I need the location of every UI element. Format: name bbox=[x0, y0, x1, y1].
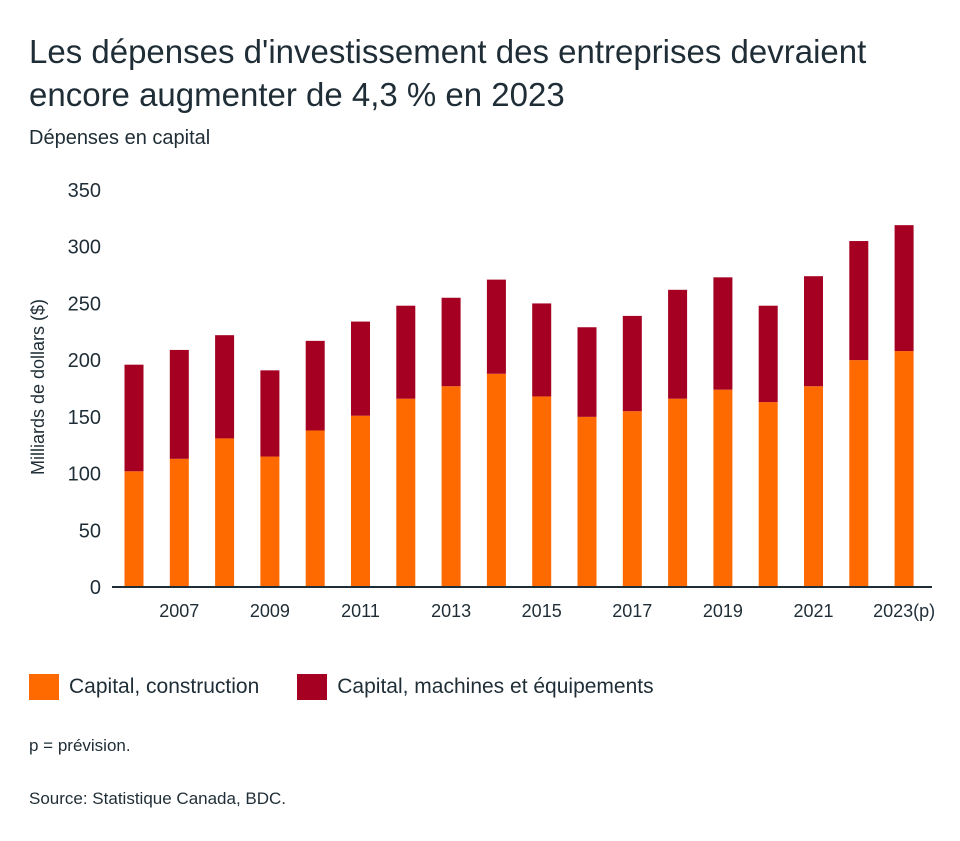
bar-machines-2017 bbox=[622, 315, 642, 412]
bar-construction-2016 bbox=[577, 416, 597, 587]
footnote: p = prévision. bbox=[29, 736, 131, 755]
legend: Capital, construction Capital, machines … bbox=[29, 674, 692, 700]
legend-label-construction: Capital, construction bbox=[69, 675, 260, 698]
bar-construction-2022 bbox=[849, 360, 869, 587]
bar-construction-2006 bbox=[124, 471, 144, 587]
bar-machines-2022 bbox=[849, 241, 869, 361]
x-tick-label: 2009 bbox=[250, 601, 290, 621]
y-axis: 0 50 100 150 200 250 300 350 bbox=[68, 180, 101, 599]
bar-machines-2015 bbox=[532, 303, 552, 397]
bar-machines-2023(p) bbox=[894, 225, 914, 352]
bar-machines-2007 bbox=[169, 349, 189, 459]
bar-machines-2016 bbox=[577, 327, 597, 417]
bar-machines-2011 bbox=[351, 321, 370, 416]
bar-machines-2020 bbox=[758, 305, 778, 403]
bar-machines-2009 bbox=[260, 370, 280, 457]
legend-swatch-machines bbox=[297, 674, 328, 700]
legend-label-machines: Capital, machines et équipements bbox=[337, 675, 654, 698]
bar-machines-2018 bbox=[668, 289, 688, 399]
bar-machines-2019 bbox=[713, 277, 733, 390]
bar-construction-2023(p) bbox=[894, 351, 914, 587]
bars bbox=[124, 225, 914, 587]
bar-machines-2006 bbox=[124, 364, 144, 472]
x-tick-label: 2019 bbox=[703, 601, 743, 621]
legend-item-machines: Capital, machines et équipements bbox=[297, 674, 654, 700]
y-tick-label: 250 bbox=[68, 293, 101, 315]
bar-construction-2021 bbox=[804, 386, 823, 587]
bar-construction-2009 bbox=[260, 456, 280, 587]
bar-construction-2015 bbox=[532, 396, 552, 587]
x-tick-label: 2023(p) bbox=[873, 601, 935, 621]
legend-swatch-construction bbox=[29, 674, 59, 700]
source-note: Source: Statistique Canada, BDC. bbox=[29, 789, 287, 808]
chart-subtitle: Dépenses en capital bbox=[29, 127, 211, 149]
legend-item-construction: Capital, construction bbox=[29, 674, 259, 700]
y-tick-label: 0 bbox=[90, 577, 101, 599]
bar-construction-2014 bbox=[486, 373, 506, 587]
x-tick-label: 2007 bbox=[159, 601, 199, 621]
bar-construction-2017 bbox=[622, 411, 642, 587]
y-axis-title: Milliards de dollars ($) bbox=[28, 299, 48, 475]
bar-construction-2010 bbox=[305, 430, 325, 587]
y-tick-label: 50 bbox=[79, 520, 101, 542]
y-tick-label: 200 bbox=[68, 350, 101, 372]
bar-construction-2019 bbox=[713, 389, 733, 587]
bar-construction-2007 bbox=[169, 458, 189, 587]
x-tick-label: 2013 bbox=[431, 601, 471, 621]
y-axis-label: Milliards de dollars ($) bbox=[28, 299, 48, 475]
bar-construction-2012 bbox=[396, 398, 416, 587]
y-tick-label: 350 bbox=[68, 180, 101, 202]
x-tick-label: 2011 bbox=[341, 601, 380, 621]
bar-construction-2008 bbox=[215, 438, 235, 587]
bar-chart: Milliards de dollars ($) 0 50 100 150 200 250… bbox=[28, 180, 935, 621]
bar-machines-2008 bbox=[215, 335, 235, 439]
x-tick-label: 2015 bbox=[522, 601, 562, 621]
bar-machines-2014 bbox=[486, 279, 506, 374]
y-tick-label: 150 bbox=[68, 407, 101, 429]
x-tick-label: 2021 bbox=[793, 601, 833, 621]
y-tick-label: 100 bbox=[68, 464, 101, 486]
bar-machines-2013 bbox=[441, 297, 461, 387]
bar-construction-2011 bbox=[351, 415, 370, 587]
bar-construction-2018 bbox=[668, 398, 688, 587]
y-tick-label: 300 bbox=[68, 237, 101, 259]
bar-construction-2013 bbox=[441, 386, 461, 587]
bar-machines-2010 bbox=[305, 340, 325, 431]
chart-title: Les dépenses d'investissement des entrep… bbox=[29, 33, 867, 113]
bar-machines-2012 bbox=[396, 305, 416, 399]
bar-construction-2020 bbox=[758, 402, 778, 587]
x-axis: 2007 2009 2011 2013 2015 2017 2019 2021 2023(p) bbox=[159, 601, 935, 621]
x-tick-label: 2017 bbox=[612, 601, 652, 621]
bar-machines-2021 bbox=[804, 276, 823, 387]
